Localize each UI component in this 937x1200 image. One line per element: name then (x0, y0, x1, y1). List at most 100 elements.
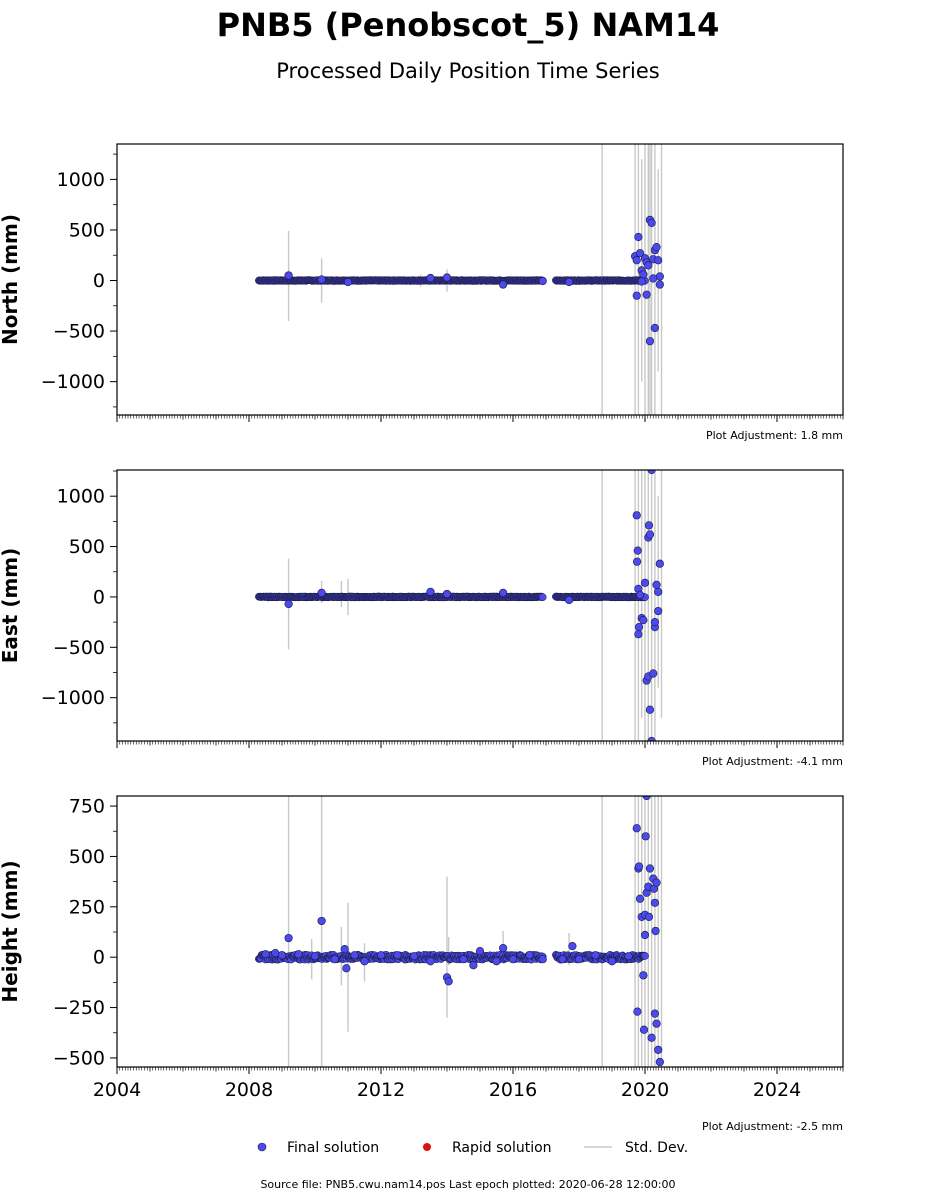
y-tick-label: 750 (69, 796, 105, 818)
plot-adjustment-label: Plot Adjustment: -2.5 mm (702, 1120, 843, 1133)
solution-point (644, 521, 654, 530)
solution-point (426, 273, 435, 283)
solution-point (655, 1057, 664, 1067)
solution-point (632, 291, 641, 300)
solution-point (639, 1025, 649, 1034)
solution-point (426, 957, 435, 966)
solution-point (647, 218, 656, 227)
panel-height: −500 −250 0 250 500 750 2004 2008 2012 2016 2020 20… (0, 795, 844, 1133)
daily-solution-point (538, 593, 547, 602)
solution-point (343, 277, 353, 287)
panels: −1000 −500 0 500 1000 North (mm) Plot Adjustme… (0, 143, 844, 1133)
solution-point (634, 630, 643, 639)
solution-point (442, 273, 452, 282)
solution-point (639, 270, 648, 279)
legend-rapid-marker (423, 1143, 431, 1151)
solution-point (654, 256, 663, 265)
y-axis-label: Height (mm) (0, 860, 22, 1002)
solution-point (492, 957, 501, 966)
solution-point (634, 232, 643, 242)
y-tick-label: 500 (69, 536, 105, 558)
legend-rapid-label: Rapid solution (452, 1140, 552, 1156)
solution-point (444, 977, 453, 986)
y-tick-label: −500 (53, 321, 105, 343)
y-tick-label: 0 (93, 270, 105, 292)
solution-point (647, 736, 656, 741)
solution-point (426, 587, 435, 596)
plot-area-north (255, 144, 664, 415)
source-footer: Source file: PNB5.cwu.nam14.pos Last epo… (260, 1178, 675, 1191)
solution-point (469, 961, 478, 970)
solution-point (632, 557, 642, 566)
y-tick-label: −250 (53, 997, 105, 1019)
solution-point (342, 964, 351, 973)
solution-point (633, 1007, 642, 1016)
solution-point (645, 705, 655, 714)
solution-point (650, 1009, 660, 1018)
solution-point (654, 587, 663, 596)
solution-point (591, 951, 600, 960)
solution-point (645, 530, 655, 539)
solution-point (568, 942, 577, 951)
solution-point (639, 971, 648, 980)
solution-point (499, 944, 508, 953)
plot-area-height (255, 796, 664, 1067)
solution-point (654, 1045, 663, 1054)
y-tick-label: 0 (93, 586, 105, 608)
solution-point (284, 271, 293, 280)
solution-point (634, 862, 644, 871)
x-tick-label: 2008 (225, 1079, 273, 1101)
solution-point (655, 559, 664, 568)
solution-point (639, 616, 648, 625)
solution-point (644, 261, 653, 270)
solution-point (635, 894, 645, 903)
solution-point (635, 249, 645, 258)
solution-point (640, 578, 650, 587)
legend-final-label: Final solution (287, 1140, 379, 1156)
x-tick-label: 2012 (357, 1079, 405, 1101)
plot-area-east (255, 470, 664, 741)
solution-point (564, 277, 574, 287)
solution-point (635, 590, 645, 600)
solution-point (525, 951, 534, 960)
y-tick-label: 500 (69, 846, 105, 868)
axes-frame (116, 469, 844, 742)
solution-point (317, 275, 326, 284)
solution-point (632, 511, 641, 520)
x-tick-label: 2020 (621, 1079, 669, 1101)
x-tick-label: 2004 (93, 1079, 141, 1101)
legend-stddev-label: Std. Dev. (625, 1140, 688, 1156)
solution-point (637, 277, 646, 286)
solution-point (261, 950, 270, 959)
solution-point (538, 276, 547, 286)
x-tick-label: 2016 (489, 1079, 537, 1101)
solution-point (640, 930, 650, 940)
y-tick-label: 1000 (57, 486, 105, 508)
solution-point (564, 595, 574, 605)
solution-point (652, 580, 661, 589)
solution-point (650, 898, 660, 907)
daily-solution-point (641, 952, 649, 960)
solution-point (393, 951, 402, 960)
solution-point (634, 623, 644, 632)
solution-point (499, 280, 508, 289)
solution-point (277, 951, 287, 960)
plot-adjustment-label: Plot Adjustment: -4.1 mm (702, 755, 843, 768)
solution-point (558, 955, 567, 964)
solution-point (652, 878, 661, 887)
solution-point (642, 290, 651, 299)
solution-point (650, 618, 660, 627)
y-tick-label: −1000 (41, 687, 105, 709)
y-tick-label: −500 (53, 637, 105, 659)
solution-point (607, 957, 617, 966)
solution-point (475, 947, 485, 956)
solution-point (624, 952, 633, 961)
solution-point (442, 589, 452, 599)
solution-point (360, 957, 369, 966)
solution-point (459, 955, 468, 964)
legend: Final solution Rapid solution Std. Dev. (257, 1140, 688, 1156)
solution-point (644, 912, 654, 921)
solution-point (632, 256, 641, 265)
solution-point (508, 955, 518, 964)
